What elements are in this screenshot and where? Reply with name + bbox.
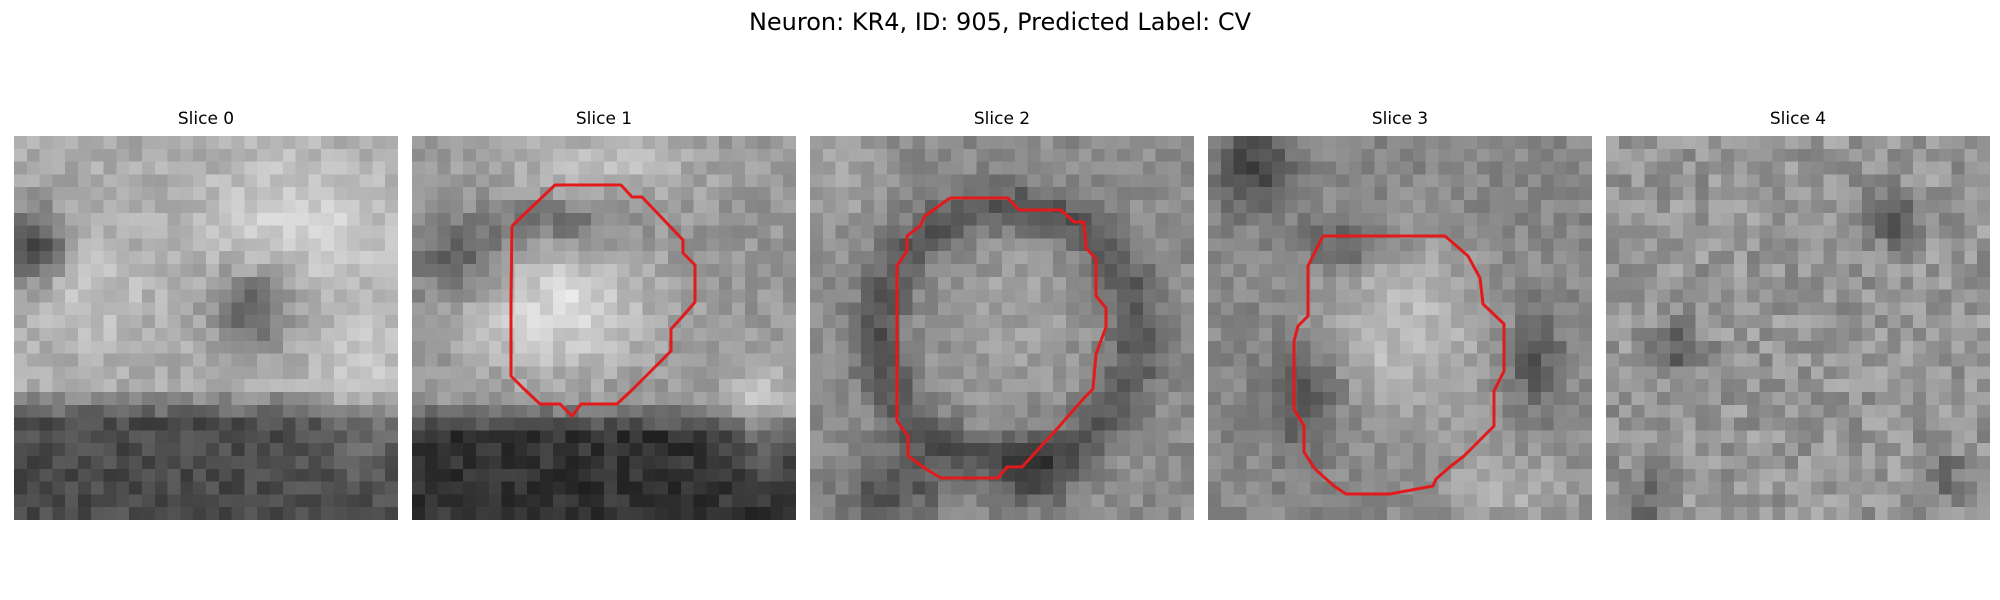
segmentation-contour (895, 196, 1108, 480)
figure-title: Neuron: KR4, ID: 905, Predicted Label: C… (748, 8, 1252, 36)
slice-image (412, 136, 796, 520)
slice-image-frame (412, 136, 796, 520)
slice-panel-3: Slice 3 (1208, 108, 1592, 520)
contour-outline (1292, 234, 1506, 496)
slice-title: Slice 4 (1769, 109, 1827, 129)
slice-image-frame (810, 136, 1194, 520)
slice-panel-4: Slice 4 (1606, 108, 1990, 520)
slice-panel-1: Slice 1 (412, 108, 796, 520)
slice-panel-2: Slice 2 (810, 108, 1194, 520)
slice-image-frame (1208, 136, 1592, 520)
segmentation-contour (509, 183, 697, 418)
contour-outline (509, 183, 697, 418)
slice-image (810, 136, 1194, 520)
slice-title: Slice 0 (177, 109, 235, 129)
slice-panel-0: Slice 0 (14, 108, 398, 520)
segmentation-contour (1292, 234, 1506, 496)
slice-image (1208, 136, 1592, 520)
slice-image-frame (14, 136, 398, 520)
contour-outline (895, 196, 1108, 480)
slice-image (1606, 136, 1990, 520)
slice-title: Slice 1 (575, 109, 633, 129)
slice-image-frame (1606, 136, 1990, 520)
slice-title: Slice 2 (973, 109, 1031, 129)
slice-title: Slice 3 (1371, 109, 1429, 129)
slice-image (14, 136, 398, 520)
